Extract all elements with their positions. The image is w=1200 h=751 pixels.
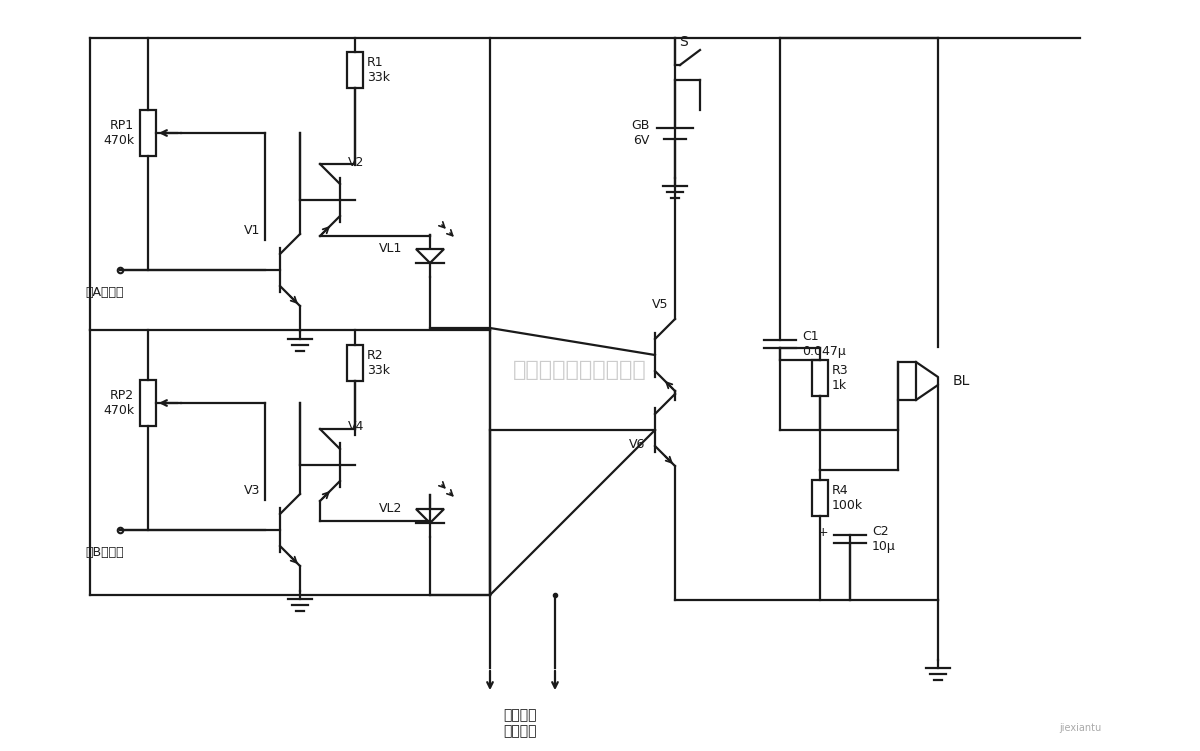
Text: VL2: VL2 <box>379 502 402 515</box>
Text: V6: V6 <box>629 439 646 451</box>
Bar <box>347 345 364 381</box>
Polygon shape <box>416 509 444 523</box>
Text: 接A路嚙头: 接A路嚙头 <box>85 285 125 298</box>
Text: GB
6V: GB 6V <box>631 119 650 147</box>
Text: VL1: VL1 <box>379 243 402 255</box>
Text: RP1
470k: RP1 470k <box>103 119 134 147</box>
Bar <box>347 52 364 88</box>
Bar <box>140 380 156 426</box>
Text: V1: V1 <box>244 224 260 237</box>
Text: S: S <box>679 35 688 49</box>
Polygon shape <box>416 249 444 263</box>
Bar <box>812 360 828 396</box>
Text: V4: V4 <box>348 421 365 433</box>
Text: C2
10μ: C2 10μ <box>872 525 895 553</box>
Text: V3: V3 <box>244 484 260 496</box>
Text: RP2
470k: RP2 470k <box>103 389 134 417</box>
Text: 杭州将睢科技有限公司: 杭州将睢科技有限公司 <box>514 360 647 380</box>
Text: 接B路嚙头: 接B路嚙头 <box>85 545 125 559</box>
Bar <box>812 480 828 516</box>
Text: 接其余的
检测电路: 接其余的 检测电路 <box>503 708 536 738</box>
Text: R4
100k: R4 100k <box>832 484 863 512</box>
Text: R2
33k: R2 33k <box>367 349 390 377</box>
Text: R3
1k: R3 1k <box>832 364 848 392</box>
Text: jiexiantu: jiexiantu <box>1058 723 1102 733</box>
Text: BL: BL <box>953 374 971 388</box>
Text: C1
0.047μ: C1 0.047μ <box>802 330 846 358</box>
Text: V5: V5 <box>652 298 668 312</box>
Text: +: + <box>817 526 828 539</box>
Text: R1
33k: R1 33k <box>367 56 390 84</box>
Bar <box>898 362 916 400</box>
Text: V2: V2 <box>348 155 365 168</box>
Bar <box>140 110 156 156</box>
